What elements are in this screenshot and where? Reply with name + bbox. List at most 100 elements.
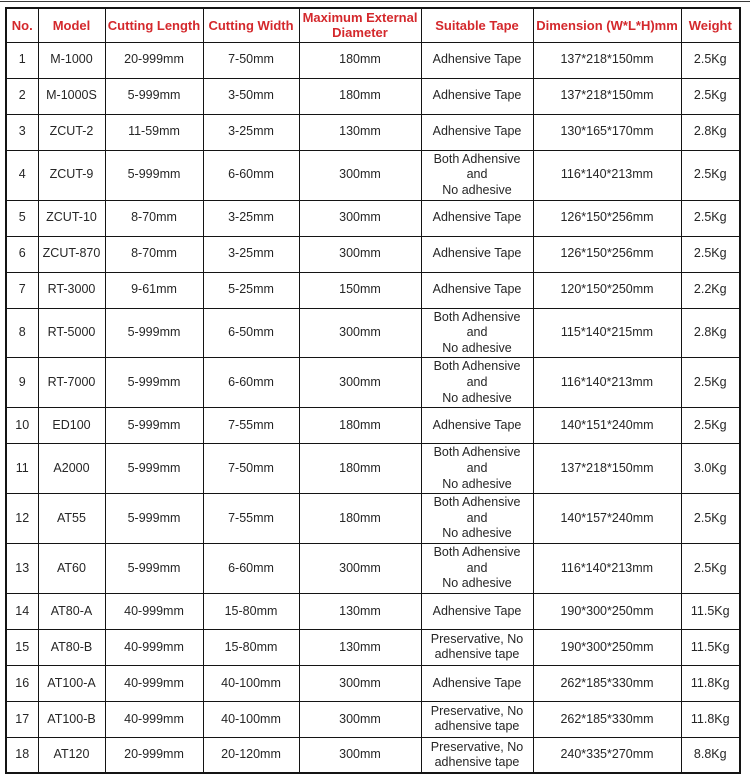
table-row: 5 ZCUT-10 8-70mm 3-25mm 300mm Adhensive Tape 1… [5,199,741,237]
cell-model: RT-3000 [37,271,106,309]
cell-max-external-diameter: 130mm [298,592,422,630]
cell-max-external-diameter: 300mm [298,700,422,738]
cell-model: M-1000S [37,77,106,115]
cell-dimension: 137*218*150mm [532,443,682,495]
cell-cutting-length: 5-999mm [104,443,204,495]
cell-cutting-width: 15-80mm [202,592,300,630]
cell-no: 11 [5,443,39,495]
column-header-model: Model [37,7,106,43]
cell-dimension: 140*151*240mm [532,407,682,445]
table-row: 14 AT80-A 40-999mm 15-80mm 130mm Adhensive Ta… [5,592,741,630]
cell-max-external-diameter: 300mm [298,543,422,594]
cell-weight: 11.8Kg [680,700,741,738]
cell-max-external-diameter: 300mm [298,736,422,774]
column-header-cutting-width: Cutting Width [202,7,300,43]
cell-cutting-width: 20-120mm [202,736,300,774]
cell-model: M-1000 [37,41,106,79]
cell-no: 15 [5,628,39,666]
table-row: 4 ZCUT-9 5-999mm 6-60mm 300mm Both Adhensive … [5,149,741,201]
cell-model: AT60 [37,543,106,594]
cell-cutting-length: 20-999mm [104,41,204,79]
table-row: 8 RT-5000 5-999mm 6-50mm 300mm Both Adhensive… [5,307,741,359]
cell-cutting-width: 6-60mm [202,543,300,594]
cell-no: 7 [5,271,39,309]
cell-weight: 2.5Kg [680,357,741,409]
product-spec-table: No. Model Cutting Length Cutting Width Maxim… [5,7,741,774]
cell-suitable-tape: Adhensive Tape [420,199,534,237]
cell-cutting-length: 5-999mm [104,543,204,594]
cell-cutting-length: 40-999mm [104,592,204,630]
column-header-dimension: Dimension (W*L*H)mm [532,7,682,43]
spec-table-container: No. Model Cutting Length Cutting Width Maxim… [5,7,741,774]
cell-suitable-tape: Both Adhensive and No adhesive [420,149,534,201]
cell-max-external-diameter: 150mm [298,271,422,309]
cell-model: AT80-A [37,592,106,630]
cell-weight: 2.5Kg [680,493,741,545]
cell-dimension: 137*218*150mm [532,77,682,115]
cell-cutting-width: 7-50mm [202,443,300,495]
cell-dimension: 116*140*213mm [532,149,682,201]
cell-dimension: 116*140*213mm [532,357,682,409]
cell-max-external-diameter: 180mm [298,77,422,115]
cell-suitable-tape: Both Adhensive and No adhesive [420,357,534,409]
cell-model: AT100-A [37,664,106,702]
cell-suitable-tape: Both Adhensive and No adhesive [420,443,534,495]
table-body: 1 M-1000 20-999mm 7-50mm 180mm Adhensive Tape… [5,41,741,774]
cell-cutting-width: 6-60mm [202,149,300,201]
cell-cutting-width: 40-100mm [202,664,300,702]
cell-dimension: 116*140*213mm [532,543,682,594]
cell-max-external-diameter: 180mm [298,407,422,445]
cell-weight: 3.0Kg [680,443,741,495]
table-row: 9 RT-7000 5-999mm 6-60mm 300mm Both Adhensive… [5,357,741,409]
cell-no: 2 [5,77,39,115]
cell-cutting-length: 5-999mm [104,493,204,545]
cell-cutting-length: 8-70mm [104,199,204,237]
cell-max-external-diameter: 300mm [298,199,422,237]
cell-suitable-tape: Adhensive Tape [420,235,534,273]
column-header-weight: Weight [680,7,741,43]
cell-max-external-diameter: 130mm [298,113,422,151]
cell-model: ZCUT-10 [37,199,106,237]
table-row: 11 A2000 5-999mm 7-50mm 180mm Both Adhensive … [5,443,741,495]
cell-dimension: 240*335*270mm [532,736,682,774]
cell-cutting-width: 5-25mm [202,271,300,309]
table-row: 16 AT100-A 40-999mm 40-100mm 300mm Adhensive … [5,664,741,702]
cell-suitable-tape: Preservative, No adhensive tape [420,700,534,738]
cell-cutting-length: 11-59mm [104,113,204,151]
cell-no: 6 [5,235,39,273]
cell-cutting-width: 7-55mm [202,407,300,445]
table-row: 17 AT100-B 40-999mm 40-100mm 300mm Preservati… [5,700,741,738]
table-header-row: No. Model Cutting Length Cutting Width Maxim… [5,7,741,43]
cell-cutting-length: 20-999mm [104,736,204,774]
cell-no: 18 [5,736,39,774]
cell-max-external-diameter: 300mm [298,357,422,409]
cell-suitable-tape: Both Adhensive and No adhesive [420,307,534,359]
table-row: 6 ZCUT-870 8-70mm 3-25mm 300mm Adhensive Tape… [5,235,741,273]
cell-no: 17 [5,700,39,738]
cell-dimension: 137*218*150mm [532,41,682,79]
top-border-line [0,1,750,2]
cell-model: AT80-B [37,628,106,666]
cell-dimension: 190*300*250mm [532,628,682,666]
cell-weight: 2.5Kg [680,543,741,594]
cell-model: A2000 [37,443,106,495]
cell-max-external-diameter: 180mm [298,443,422,495]
cell-model: AT100-B [37,700,106,738]
cell-cutting-width: 40-100mm [202,700,300,738]
cell-weight: 11.5Kg [680,628,741,666]
column-header-no: No. [5,7,39,43]
cell-model: ED100 [37,407,106,445]
table-row: 12 AT55 5-999mm 7-55mm 180mm Both Adhensive a… [5,493,741,545]
cell-suitable-tape: Preservative, No adhensive tape [420,628,534,666]
column-header-max-external-diameter: Maximum External Diameter [298,7,422,43]
cell-dimension: 126*150*256mm [532,199,682,237]
cell-cutting-length: 9-61mm [104,271,204,309]
cell-no: 12 [5,493,39,545]
cell-no: 14 [5,592,39,630]
cell-dimension: 126*150*256mm [532,235,682,273]
cell-no: 10 [5,407,39,445]
cell-suitable-tape: Both Adhensive and No adhesive [420,493,534,545]
cell-dimension: 130*165*170mm [532,113,682,151]
cell-dimension: 120*150*250mm [532,271,682,309]
cell-dimension: 262*185*330mm [532,664,682,702]
